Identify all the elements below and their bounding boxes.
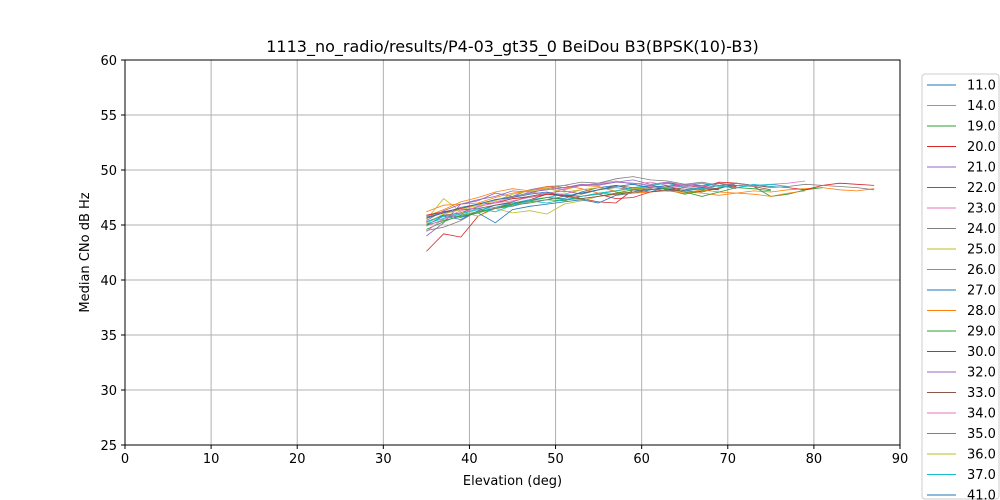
series-line-29.0 <box>426 186 771 226</box>
series-line-32.0 <box>426 181 702 221</box>
legend-label: 37.0 <box>967 468 996 483</box>
legend-label: 14.0 <box>967 99 996 114</box>
plot-frame <box>124 59 901 446</box>
y-tick-label: 35 <box>100 329 117 344</box>
x-axis-label: Elevation (deg) <box>463 474 562 489</box>
legend-label: 25.0 <box>967 243 996 258</box>
y-tick-label: 45 <box>100 219 117 234</box>
series-line-41.0 <box>426 183 668 218</box>
y-tick-label: 55 <box>100 109 117 124</box>
legend-label: 20.0 <box>967 140 996 155</box>
series-line-37.0 <box>426 182 789 223</box>
legend-label: 35.0 <box>967 427 996 442</box>
series-line-36.0 <box>426 187 651 224</box>
x-tick-label: 30 <box>375 452 392 467</box>
x-tick-label: 0 <box>121 452 129 467</box>
legend-label: 32.0 <box>967 366 996 381</box>
legend-label: 29.0 <box>967 325 996 340</box>
legend-label: 33.0 <box>967 386 996 401</box>
legend-label: 11.0 <box>967 79 996 94</box>
x-tick-label: 70 <box>720 452 737 467</box>
x-tick-label: 10 <box>203 452 220 467</box>
legend-label: 28.0 <box>967 304 996 319</box>
y-tick-label: 60 <box>100 54 117 69</box>
y-tick-label: 50 <box>100 164 117 179</box>
chart-title: 1113_no_radio/results/P4-03_gt35_0 BeiDo… <box>266 37 759 57</box>
legend-label: 26.0 <box>967 263 996 278</box>
y-tick-label: 25 <box>100 439 117 454</box>
legend-label: 21.0 <box>967 161 996 176</box>
legend-label: 23.0 <box>967 202 996 217</box>
x-tick-label: 90 <box>892 452 909 467</box>
y-tick-label: 30 <box>100 384 117 399</box>
x-tick-label: 20 <box>289 452 306 467</box>
x-tick-label: 50 <box>547 452 564 467</box>
x-tick-label: 40 <box>461 452 478 467</box>
legend-label: 36.0 <box>967 448 996 463</box>
y-tick-label: 40 <box>100 274 117 289</box>
legend-label: 30.0 <box>967 345 996 360</box>
legend-label: 27.0 <box>967 284 996 299</box>
y-axis-label: Median CNo dB Hz <box>78 192 93 312</box>
legend-label: 24.0 <box>967 222 996 237</box>
legend-label: 34.0 <box>967 407 996 422</box>
legend-label: 22.0 <box>967 181 996 196</box>
x-tick-label: 60 <box>633 452 650 467</box>
x-tick-label: 80 <box>806 452 823 467</box>
legend-label: 41.0 <box>967 489 996 500</box>
legend-label: 19.0 <box>967 120 996 135</box>
